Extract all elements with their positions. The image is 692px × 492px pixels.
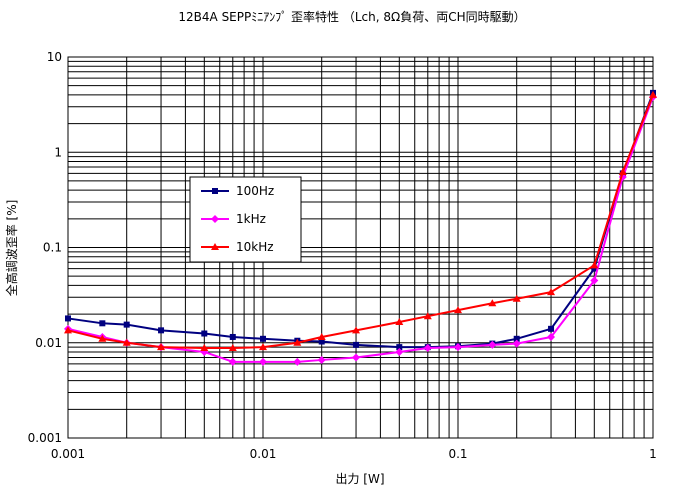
- data-point-100hz: [99, 320, 106, 327]
- data-point-100hz: [318, 338, 325, 345]
- data-point-10khz: [488, 299, 497, 307]
- data-point-1khz: [352, 353, 361, 362]
- data-point-10khz: [157, 343, 166, 351]
- data-point-10khz: [590, 261, 599, 269]
- data-point-10khz: [293, 338, 302, 346]
- data-point-10khz: [98, 334, 107, 342]
- data-point-1khz: [293, 357, 302, 366]
- data-point-100hz: [396, 344, 403, 351]
- data-point-1khz: [317, 355, 326, 364]
- y-tick-labels: 0.001 0.01 0.1 1 10: [28, 50, 62, 445]
- data-point-100hz: [548, 325, 555, 332]
- data-point-100hz: [201, 330, 208, 337]
- data-point-1khz: [423, 344, 432, 353]
- data-point-10khz: [122, 338, 131, 346]
- data-point-1khz: [395, 347, 404, 356]
- series-10khz: [64, 90, 657, 352]
- y-axis-label: 全高調波歪率 [%]: [4, 200, 19, 297]
- data-point-10khz: [618, 168, 627, 176]
- x-tick-label: 0.01: [250, 447, 277, 461]
- y-tick-label: 0.1: [43, 241, 62, 255]
- data-point-100hz: [158, 327, 165, 334]
- data-point-10khz: [228, 344, 237, 352]
- data-point-10khz: [317, 332, 326, 340]
- data-point-100hz: [65, 315, 71, 322]
- x-tick-label: 0.001: [51, 447, 85, 461]
- data-point-1khz: [547, 332, 556, 341]
- data-point-100hz: [513, 335, 520, 342]
- data-point-100hz: [353, 341, 360, 348]
- data-point-10khz: [423, 312, 432, 320]
- plot-border: [67, 56, 654, 439]
- legend: 100Hz 1kHz 10kHz: [189, 176, 302, 263]
- y-tick-label: 0.001: [28, 431, 62, 445]
- legend-label-1khz: 1kHz: [236, 212, 266, 226]
- x-axis-label: 出力 [W]: [335, 472, 384, 486]
- chart-title: 12B4A SEPPﾐﾆｱﾝﾌﾟ 歪率特性 （Lch, 8Ω負荷、両CH同時駆動…: [178, 9, 525, 24]
- y-tick-label: 0.01: [35, 336, 62, 350]
- x-tick-label: 1: [649, 447, 657, 461]
- y-tick-label: 1: [54, 145, 62, 159]
- data-point-10khz: [200, 344, 209, 352]
- grid-lines: [68, 57, 653, 438]
- data-point-1khz: [454, 343, 462, 352]
- legend-items: 100Hz 1kHz 10kHz: [201, 184, 274, 254]
- legend-marker-100hz: [212, 188, 218, 194]
- data-point-1khz: [512, 339, 521, 348]
- data-point-1khz: [259, 357, 267, 366]
- data-point-100hz: [123, 321, 130, 328]
- data-point-10khz: [259, 343, 267, 351]
- data-point-10khz: [454, 306, 462, 314]
- legend-label-10khz: 10kHz: [236, 240, 274, 254]
- data-point-100hz: [229, 333, 236, 340]
- data-point-100hz: [591, 265, 598, 272]
- data-point-10khz: [352, 326, 361, 334]
- legend-label-100hz: 100Hz: [236, 184, 274, 198]
- data-point-1khz: [488, 340, 497, 349]
- data-point-10khz: [512, 294, 521, 302]
- legend-marker-1khz: [211, 215, 219, 223]
- series-group: [64, 89, 657, 366]
- x-tick-label: 0.1: [448, 447, 467, 461]
- legend-marker-10khz: [211, 243, 219, 250]
- data-point-1khz: [228, 357, 237, 366]
- data-point-10khz: [547, 288, 556, 296]
- data-point-10khz: [649, 90, 657, 98]
- y-tick-label: 10: [47, 50, 62, 64]
- x-tick-labels: 0.001 0.01 0.1 1: [51, 447, 657, 461]
- data-point-1khz: [590, 276, 599, 285]
- data-point-10khz: [64, 326, 72, 334]
- data-point-10khz: [395, 318, 404, 326]
- data-point-100hz: [260, 335, 266, 342]
